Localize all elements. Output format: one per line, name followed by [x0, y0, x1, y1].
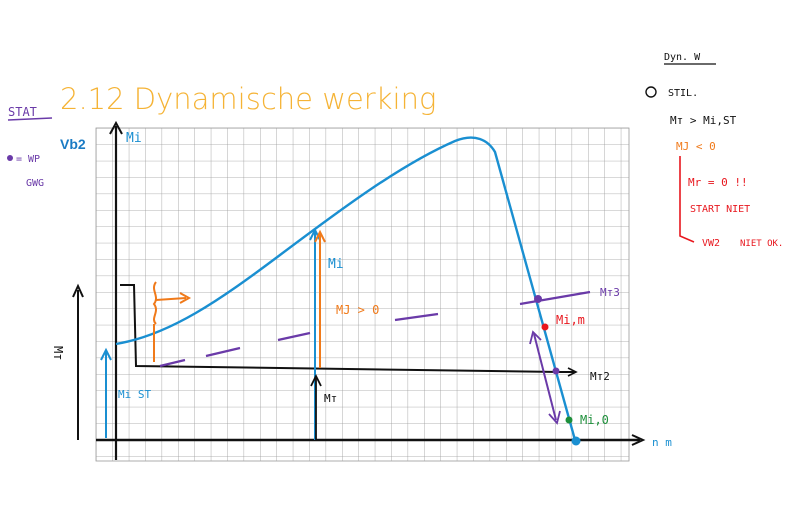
mim-label: Mi,m [556, 313, 585, 327]
mr-zero-label: Mr = 0 !! [688, 176, 748, 189]
start-bracket [152, 281, 157, 325]
mi-axis-label: Mi [126, 131, 142, 146]
mj-pos-label: MJ > 0 [336, 303, 379, 317]
load-curve-mt2 [120, 284, 561, 373]
vw2-label: VW2 [702, 238, 720, 249]
cond-label: Mт > Mi,ST [670, 114, 737, 127]
step1-label: STIL. [668, 88, 698, 99]
mi-st-label: Mi ST [118, 388, 151, 401]
mj-neg-label: MJ < 0 [676, 140, 716, 153]
dyn-header: Dyn. W [664, 52, 701, 63]
niet-ok-label: NIET OK. [740, 239, 783, 249]
stat-note: STAT [8, 105, 37, 119]
slide-title: 2.12 Dynamische werking [60, 82, 437, 116]
mt-marker-label: Mт [324, 392, 337, 405]
mt3-intersection [534, 295, 542, 303]
delta-arrow [533, 333, 557, 421]
wp-note: = WP [16, 154, 40, 165]
mt-outer-label: Mт [51, 346, 65, 360]
mim-dot [541, 323, 549, 331]
start-niet-label: START NIET [690, 204, 750, 215]
motor-torque-curve [115, 136, 577, 441]
mi0-label: Mi,0 [580, 413, 609, 427]
mi-curve-label: Mi [328, 257, 344, 272]
red-bracket [679, 156, 695, 243]
gwg-note: GWG [26, 178, 44, 189]
mt2-intersection [552, 367, 560, 375]
mi0-dot [565, 416, 573, 424]
example-label: Vb2 [60, 136, 86, 152]
start-arrow-right [155, 297, 187, 301]
no-load-point [571, 436, 581, 446]
step-one-circle [645, 86, 657, 98]
mt3-label: Mт3 [600, 286, 620, 299]
mt2-label: Mт2 [590, 370, 610, 383]
grid-background [95, 127, 630, 462]
x-axis-label: n m [652, 436, 672, 449]
wp-dot [7, 155, 13, 161]
load-curve-mt3 [159, 290, 591, 368]
